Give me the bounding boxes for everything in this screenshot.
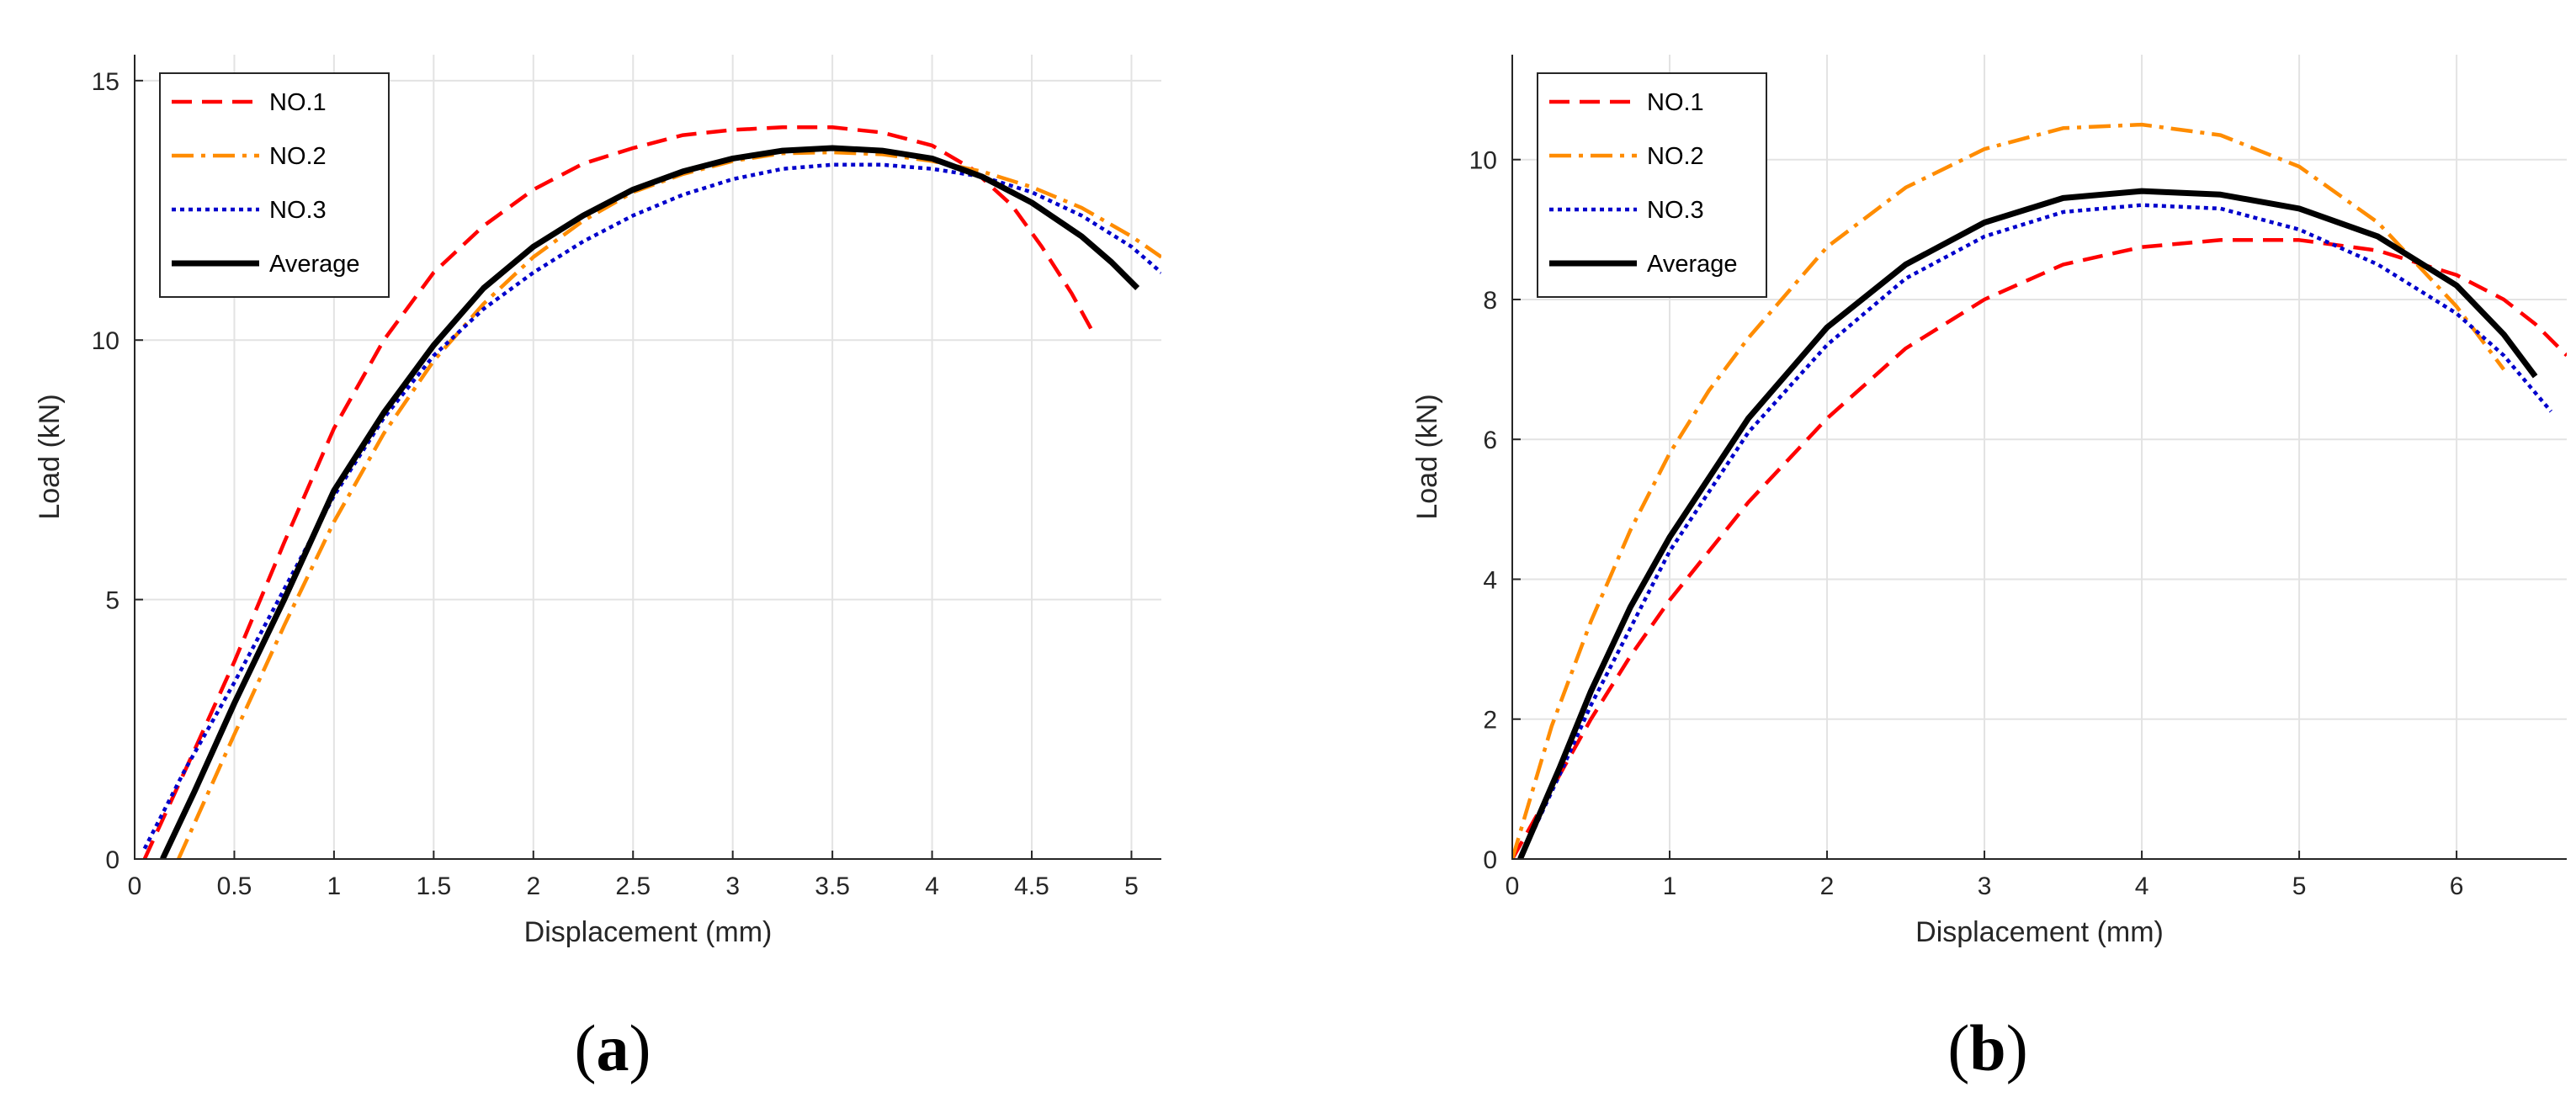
y-tick-label: 6: [1483, 427, 1497, 454]
series-group: [1512, 122, 2567, 859]
y-tick-label: 8: [1483, 287, 1497, 315]
x-tick-label: 2: [526, 872, 540, 900]
x-tick-label: 5: [2292, 872, 2307, 900]
series-line-average: [1517, 188, 2538, 859]
x-tick-label: 2.5: [615, 872, 651, 900]
legend-label: NO.2: [269, 143, 327, 170]
legend: NO.1 NO.2 NO.3 Average: [1537, 72, 1767, 298]
x-tick-label: 1: [327, 872, 342, 900]
panel-label-b: (b): [1947, 1011, 2027, 1084]
series-line-no2: [1512, 122, 2505, 859]
legend-label: Average: [1647, 251, 1738, 278]
x-tick-label: 0.5: [217, 872, 252, 900]
x-tick-label: 4: [925, 872, 939, 900]
legend-label: Average: [269, 251, 360, 278]
x-tick-label: 4: [2135, 872, 2149, 900]
x-tick-label: 3.5: [815, 872, 850, 900]
y-axis-label: Load (kN): [1411, 394, 1443, 519]
legend-label: NO.3: [269, 197, 327, 224]
legend-box: [159, 72, 390, 298]
chart-panel-b: 0 1 2 3 4 5 6 0 2 4 6 8 10 Displacement (mm) Load (kN)…: [1411, 55, 2567, 948]
y-tick-label: 15: [92, 68, 120, 96]
x-tick-label: 1.5: [416, 872, 451, 900]
x-axis-label: Displacement (mm): [524, 916, 773, 948]
x-tick-label: 6: [2450, 872, 2464, 900]
panel-label-b-letter: b: [1969, 1011, 2005, 1084]
legend-label: NO.1: [269, 89, 327, 116]
x-tick-label: 0: [128, 872, 142, 900]
y-tick-label: 2: [1483, 707, 1497, 734]
panel-label-a-letter: a: [597, 1011, 629, 1084]
y-tick-label: 10: [92, 327, 120, 355]
x-tick-label: 2: [1820, 872, 1835, 900]
panel-label-a: (a): [575, 1011, 651, 1084]
series-line-no1: [142, 125, 1094, 859]
x-tick-label: 3: [725, 872, 740, 900]
chart-panel-a: 0 0.5 1 1.5 2 2.5 3 3.5 4 4.5 5 0 5 10 15 Displacement …: [34, 55, 1161, 948]
x-tick-label: 5: [1124, 872, 1139, 900]
x-tick-label: 4.5: [1014, 872, 1049, 900]
legend-label: NO.3: [1647, 197, 1704, 224]
x-tick-label: 3: [1978, 872, 1992, 900]
series-line-no1: [1512, 238, 2567, 859]
series-line-no3: [1518, 203, 2553, 859]
legend-box: [1537, 72, 1767, 298]
legend-label: NO.1: [1647, 89, 1704, 116]
series-line-average: [160, 145, 1140, 859]
y-tick-label: 10: [1469, 147, 1497, 175]
x-axis-label: Displacement (mm): [1915, 916, 2164, 948]
y-tick-label: 5: [105, 587, 120, 615]
legend-label: NO.2: [1647, 143, 1704, 170]
legend: NO.1 NO.2 NO.3 Average: [159, 72, 390, 298]
y-tick-label: 0: [105, 846, 120, 874]
x-tick-label: 1: [1663, 872, 1677, 900]
x-tick-label: 0: [1506, 872, 1520, 900]
y-tick-label: 0: [1483, 846, 1497, 874]
y-tick-label: 4: [1483, 566, 1497, 594]
y-axis-label: Load (kN): [34, 394, 66, 519]
series-group: [142, 125, 1161, 859]
